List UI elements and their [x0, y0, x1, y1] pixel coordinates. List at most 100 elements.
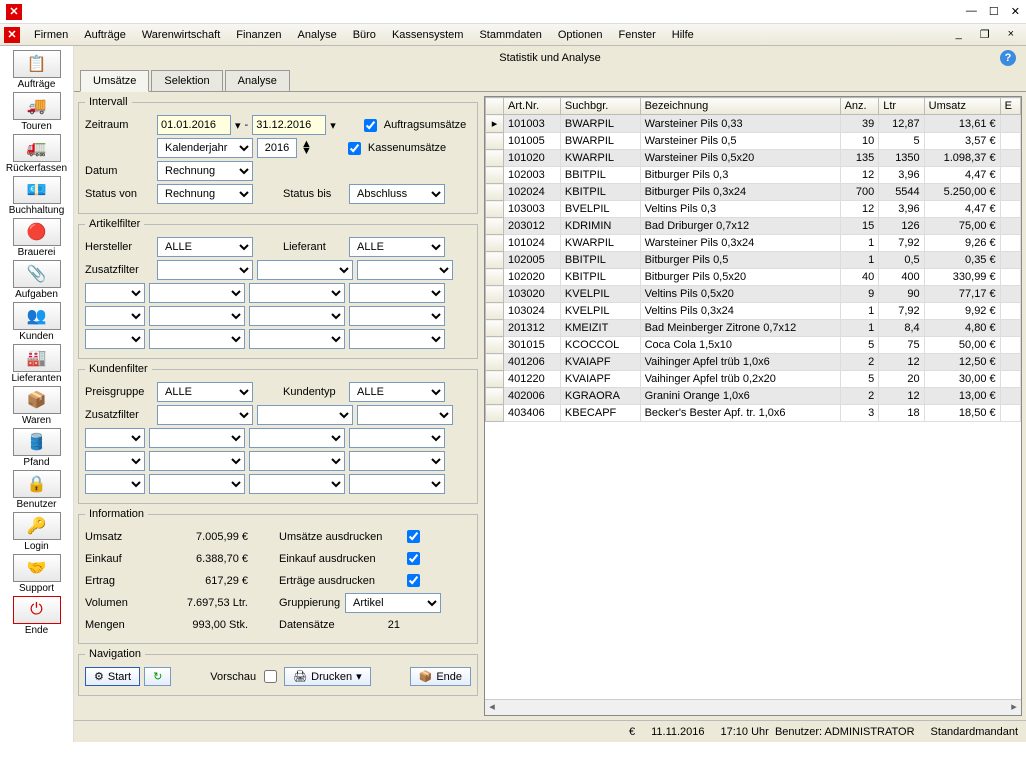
- zusatzfilter-select[interactable]: [357, 405, 453, 425]
- filter-select[interactable]: [249, 306, 345, 326]
- table-row[interactable]: ▸101003BWARPILWarsteiner Pils 0,333912,8…: [486, 115, 1021, 133]
- col-header[interactable]: Suchbgr.: [560, 98, 640, 115]
- tab-umsätze[interactable]: Umsätze: [80, 70, 149, 92]
- sidebar-item-aufgaben[interactable]: 📎Aufgaben: [0, 260, 73, 300]
- col-header[interactable]: Anz.: [840, 98, 879, 115]
- print-umsatz-checkbox[interactable]: [407, 530, 420, 543]
- minimize-icon[interactable]: —: [966, 5, 977, 18]
- sidebar-item-kunden[interactable]: 👥Kunden: [0, 302, 73, 342]
- filter-select[interactable]: [149, 428, 245, 448]
- filter-select[interactable]: [249, 329, 345, 349]
- sidebar-item-rückerfassen[interactable]: 🚛Rückerfassen: [0, 134, 73, 174]
- col-header[interactable]: Ltr: [879, 98, 924, 115]
- menu-analyse[interactable]: Analyse: [290, 26, 345, 44]
- sidebar-item-lieferanten[interactable]: 🏭Lieferanten: [0, 344, 73, 384]
- table-row[interactable]: 401220KVAIAPFVaihinger Apfel trüb 0,2x20…: [486, 371, 1021, 388]
- table-row[interactable]: 101020KWARPILWarsteiner Pils 0,5x2013513…: [486, 150, 1021, 167]
- table-row[interactable]: 201312KMEIZITBad Meinberger Zitrone 0,7x…: [486, 320, 1021, 337]
- zeitraum-from-input[interactable]: [157, 115, 231, 135]
- menu-hilfe[interactable]: Hilfe: [664, 26, 702, 44]
- col-header[interactable]: Umsatz: [924, 98, 1000, 115]
- period-year-input[interactable]: [257, 138, 297, 158]
- tab-analyse[interactable]: Analyse: [225, 70, 290, 91]
- horizontal-scrollbar[interactable]: ◂▸: [485, 699, 1021, 715]
- col-header[interactable]: Art.Nr.: [504, 98, 561, 115]
- menu-finanzen[interactable]: Finanzen: [228, 26, 289, 44]
- filter-select[interactable]: [85, 306, 145, 326]
- filter-select[interactable]: [249, 451, 345, 471]
- datepick-icon[interactable]: ▾: [235, 119, 241, 132]
- col-header[interactable]: E: [1000, 98, 1020, 115]
- filter-select[interactable]: [349, 428, 445, 448]
- zusatzfilter-select[interactable]: [257, 405, 353, 425]
- mdi-close-icon[interactable]: ×: [1000, 25, 1022, 44]
- filter-select[interactable]: [349, 474, 445, 494]
- print-ertrag-checkbox[interactable]: [407, 574, 420, 587]
- table-row[interactable]: 102024KBITPILBitburger Pils 0,3x24700554…: [486, 184, 1021, 201]
- table-row[interactable]: 301015KCOCCOLCoca Cola 1,5x1057550,00 €: [486, 337, 1021, 354]
- filter-select[interactable]: [249, 283, 345, 303]
- menu-stammdaten[interactable]: Stammdaten: [471, 26, 549, 44]
- col-header[interactable]: Bezeichnung: [640, 98, 840, 115]
- gruppierung-select[interactable]: Artikel: [345, 593, 441, 613]
- kassenumsaetze-checkbox[interactable]: [348, 142, 361, 155]
- table-row[interactable]: 402006KGRAORAGranini Orange 1,0x621213,0…: [486, 388, 1021, 405]
- table-row[interactable]: 103003BVELPILVeltins Pils 0,3123,964,47 …: [486, 201, 1021, 218]
- filter-select[interactable]: [85, 474, 145, 494]
- lieferant-select[interactable]: ALLE: [349, 237, 445, 257]
- help-icon[interactable]: ?: [1000, 50, 1016, 66]
- filter-select[interactable]: [349, 451, 445, 471]
- datum-select[interactable]: Rechnung: [157, 161, 253, 181]
- tab-selektion[interactable]: Selektion: [151, 70, 222, 91]
- ende-button[interactable]: 📦Ende: [410, 667, 471, 686]
- menu-kassensystem[interactable]: Kassensystem: [384, 26, 472, 44]
- sidebar-item-ende[interactable]: ⏻Ende: [0, 596, 73, 636]
- table-row[interactable]: 102003BBITPILBitburger Pils 0,3123,964,4…: [486, 167, 1021, 184]
- table-row[interactable]: 101024KWARPILWarsteiner Pils 0,3x2417,92…: [486, 235, 1021, 252]
- table-row[interactable]: 102005BBITPILBitburger Pils 0,510,50,35 …: [486, 252, 1021, 269]
- filter-select[interactable]: [349, 329, 445, 349]
- period-type-select[interactable]: Kalenderjahr: [157, 138, 253, 158]
- filter-select[interactable]: [149, 329, 245, 349]
- kundentyp-select[interactable]: ALLE: [349, 382, 445, 402]
- table-row[interactable]: 103024KVELPILVeltins Pils 0,3x2417,929,9…: [486, 303, 1021, 320]
- table-row[interactable]: 401206KVAIAPFVaihinger Apfel trüb 1,0x62…: [486, 354, 1021, 371]
- sidebar-item-aufträge[interactable]: 📋Aufträge: [0, 50, 73, 90]
- table-row[interactable]: 101005BWARPILWarsteiner Pils 0,51053,57 …: [486, 133, 1021, 150]
- close-icon[interactable]: ✕: [1011, 5, 1020, 18]
- maximize-icon[interactable]: ☐: [989, 5, 999, 18]
- drucken-button[interactable]: 🖨Drucken▾: [284, 667, 370, 686]
- sidebar-item-brauerei[interactable]: 🔴Brauerei: [0, 218, 73, 258]
- preisgruppe-select[interactable]: ALLE: [157, 382, 253, 402]
- sidebar-item-buchhaltung[interactable]: 💶Buchhaltung: [0, 176, 73, 216]
- table-row[interactable]: 403406KBECAPFBecker's Bester Apf. tr. 1,…: [486, 405, 1021, 422]
- filter-select[interactable]: [349, 283, 445, 303]
- filter-select[interactable]: [149, 474, 245, 494]
- dropdown-icon[interactable]: ▾: [356, 670, 362, 683]
- filter-select[interactable]: [249, 428, 345, 448]
- zeitraum-to-input[interactable]: [252, 115, 326, 135]
- sidebar-item-benutzer[interactable]: 🔒Benutzer: [0, 470, 73, 510]
- menu-firmen[interactable]: Firmen: [26, 26, 76, 44]
- start-button[interactable]: ⚙Start: [85, 667, 140, 686]
- table-row[interactable]: 203012KDRIMINBad Driburger 0,7x121512675…: [486, 218, 1021, 235]
- datepick-icon[interactable]: ▾: [330, 119, 336, 132]
- refresh-button[interactable]: ↻: [144, 667, 171, 686]
- zusatzfilter-select[interactable]: [157, 405, 253, 425]
- filter-select[interactable]: [85, 428, 145, 448]
- status-bis-select[interactable]: Abschluss: [349, 184, 445, 204]
- filter-select[interactable]: [85, 283, 145, 303]
- mdi-restore-icon[interactable]: ❐: [972, 25, 998, 44]
- sidebar-item-support[interactable]: 🤝Support: [0, 554, 73, 594]
- filter-select[interactable]: [149, 283, 245, 303]
- print-einkauf-checkbox[interactable]: [407, 552, 420, 565]
- sidebar-item-login[interactable]: 🔑Login: [0, 512, 73, 552]
- hersteller-select[interactable]: ALLE: [157, 237, 253, 257]
- sidebar-item-waren[interactable]: 📦Waren: [0, 386, 73, 426]
- data-grid[interactable]: Art.Nr.Suchbgr.BezeichnungAnz.LtrUmsatzE…: [484, 96, 1022, 716]
- auftragsumsaetze-checkbox[interactable]: [364, 119, 377, 132]
- zusatzfilter-select[interactable]: [257, 260, 353, 280]
- filter-select[interactable]: [85, 451, 145, 471]
- filter-select[interactable]: [85, 329, 145, 349]
- mdi-minimize-icon[interactable]: _: [948, 25, 970, 44]
